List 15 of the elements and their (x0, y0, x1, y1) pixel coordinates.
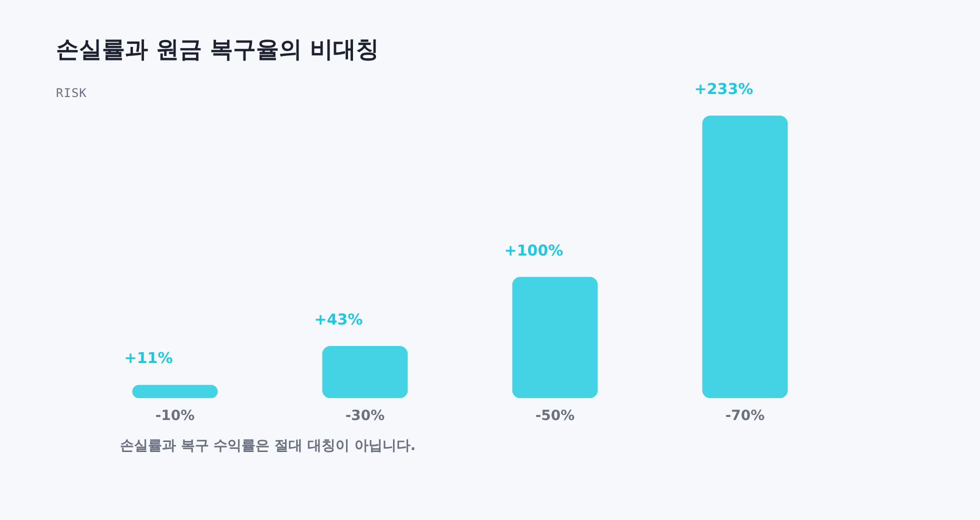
chart-title: 손실률과 원금 복구율의 비대칭 (56, 36, 380, 65)
chart-subtitle: RISK (56, 86, 87, 100)
bar (702, 116, 788, 398)
x-tick-label: -70% (725, 408, 765, 424)
data-label: +100% (504, 241, 564, 260)
x-tick-label: -30% (345, 408, 385, 424)
bar (322, 346, 408, 398)
x-tick-label: -50% (535, 408, 575, 424)
data-label: +43% (314, 310, 363, 328)
x-tick-label: -10% (155, 408, 195, 424)
text: 손실률과 복구 수익률은 절대 대칭이 아닙니다. (120, 437, 416, 455)
bar (512, 276, 598, 398)
data-label: +11% (124, 349, 173, 368)
data-label: +233% (694, 80, 754, 98)
bar (132, 384, 218, 398)
